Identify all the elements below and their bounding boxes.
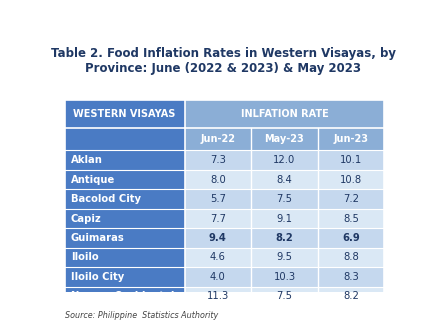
Bar (184, 151, 251, 170)
Bar (251, 151, 318, 170)
Bar (251, 287, 318, 306)
Bar (184, 189, 251, 209)
Text: Iloilo City: Iloilo City (71, 272, 124, 282)
Text: 7.3: 7.3 (210, 155, 226, 165)
Text: 10.1: 10.1 (340, 155, 362, 165)
Text: 5.7: 5.7 (210, 194, 226, 204)
Bar (184, 287, 251, 306)
Bar (65, 100, 184, 128)
Bar (65, 189, 184, 209)
Text: 10.8: 10.8 (340, 174, 362, 185)
Bar (251, 189, 318, 209)
Text: Capiz: Capiz (71, 214, 102, 224)
Text: Jun-23: Jun-23 (334, 134, 368, 144)
Bar (184, 267, 251, 287)
Bar (184, 248, 251, 267)
Bar (318, 128, 384, 151)
Text: 10.3: 10.3 (273, 272, 296, 282)
Text: 4.0: 4.0 (210, 272, 226, 282)
Bar (251, 228, 318, 248)
Bar (184, 170, 251, 189)
Bar (318, 189, 384, 209)
Text: Antique: Antique (71, 174, 115, 185)
Text: Source: Philippine  Statistics Authority: Source: Philippine Statistics Authority (65, 311, 218, 320)
Text: 7.5: 7.5 (276, 291, 293, 301)
Bar (251, 128, 318, 151)
Bar (251, 248, 318, 267)
Bar (65, 228, 184, 248)
Text: 9.5: 9.5 (276, 253, 293, 262)
Bar (318, 228, 384, 248)
Text: 9.4: 9.4 (209, 233, 227, 243)
Bar (318, 248, 384, 267)
Bar (65, 151, 184, 170)
Text: Iloilo: Iloilo (71, 253, 99, 262)
Text: 6.9: 6.9 (342, 233, 360, 243)
Bar (184, 209, 251, 228)
Bar (65, 170, 184, 189)
Text: INLFATION RATE: INLFATION RATE (241, 109, 328, 119)
Text: 8.4: 8.4 (276, 174, 292, 185)
Text: 8.8: 8.8 (343, 253, 359, 262)
Text: 8.2: 8.2 (276, 233, 293, 243)
Bar (251, 209, 318, 228)
Text: 8.5: 8.5 (343, 214, 359, 224)
Bar (318, 287, 384, 306)
Bar (65, 128, 184, 151)
Text: Jun-22: Jun-22 (201, 134, 235, 144)
Text: 8.2: 8.2 (343, 291, 359, 301)
Bar (65, 209, 184, 228)
Text: WESTERN VISAYAS: WESTERN VISAYAS (73, 109, 176, 119)
Text: Negros Occidental: Negros Occidental (71, 291, 174, 301)
Bar (184, 128, 251, 151)
Text: May-23: May-23 (265, 134, 304, 144)
Text: 7.5: 7.5 (276, 194, 293, 204)
Bar (251, 170, 318, 189)
Bar (65, 248, 184, 267)
Text: 4.6: 4.6 (210, 253, 226, 262)
Bar (318, 267, 384, 287)
Text: Bacolod City: Bacolod City (71, 194, 141, 204)
Text: Guimaras: Guimaras (71, 233, 124, 243)
Bar (251, 267, 318, 287)
Text: 7.7: 7.7 (210, 214, 226, 224)
Text: 11.3: 11.3 (207, 291, 229, 301)
Text: 12.0: 12.0 (273, 155, 296, 165)
Bar (318, 209, 384, 228)
Bar (184, 100, 384, 128)
Text: Table 2. Food Inflation Rates in Western Visayas, by
Province: June (2022 & 2023: Table 2. Food Inflation Rates in Western… (51, 47, 396, 75)
Bar (318, 151, 384, 170)
Bar (318, 170, 384, 189)
Bar (184, 228, 251, 248)
Bar (65, 267, 184, 287)
Text: 9.1: 9.1 (276, 214, 293, 224)
Text: 8.3: 8.3 (343, 272, 359, 282)
Text: 8.0: 8.0 (210, 174, 226, 185)
Text: 7.2: 7.2 (343, 194, 359, 204)
Bar (65, 287, 184, 306)
Text: Aklan: Aklan (71, 155, 102, 165)
